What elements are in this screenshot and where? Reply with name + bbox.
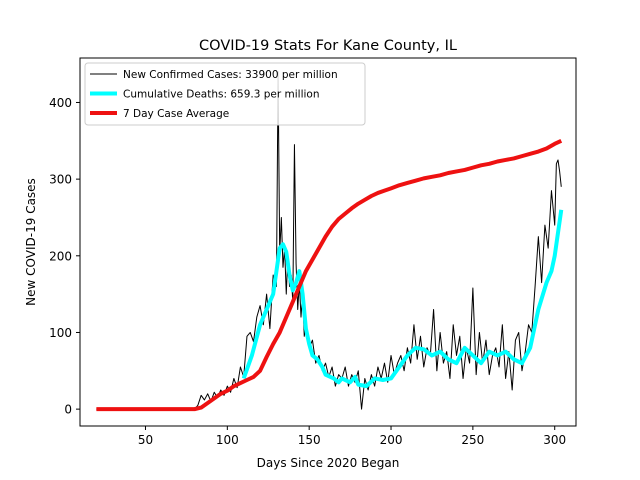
x-tick-label: 250 [461, 433, 484, 447]
y-tick-label: 400 [49, 96, 72, 110]
y-axis: 0 100 200 300 400 [49, 96, 80, 417]
legend-label-3: 7 Day Case Average [123, 108, 229, 120]
series-line-3 [96, 138, 563, 412]
legend-label-2: Cumulative Deaths: 659.3 per million [123, 89, 320, 101]
legend: New Confirmed Cases: 33900 per million Cu… [84, 62, 366, 126]
x-axis-label: Days Since 2020 Began [257, 456, 400, 470]
y-axis-label: New COVID-19 Cases [24, 178, 38, 306]
legend-entries: New Confirmed Cases: 33900 per million Cu… [90, 69, 338, 120]
x-tick-label: 300 [543, 433, 566, 447]
legend-label-1: New Confirmed Cases: 33900 per million [123, 69, 338, 81]
x-tick-label: 50 [138, 433, 153, 447]
x-tick-label: 100 [216, 433, 239, 447]
x-tick-label: 200 [380, 433, 403, 447]
chart-title: COVID-19 Stats For Kane County, IL [199, 38, 457, 54]
x-tick-label: 150 [298, 433, 321, 447]
y-tick-label: 100 [49, 326, 72, 340]
series-lines [96, 71, 564, 412]
axes-frame [79, 57, 577, 427]
x-axis: 50 100 150 200 250 300 [138, 426, 566, 447]
legend-box [84, 62, 366, 126]
y-tick-label: 300 [49, 173, 72, 187]
series-line-2 [241, 209, 564, 389]
y-tick-label: 0 [64, 403, 72, 417]
y-tick-label: 200 [49, 249, 72, 263]
